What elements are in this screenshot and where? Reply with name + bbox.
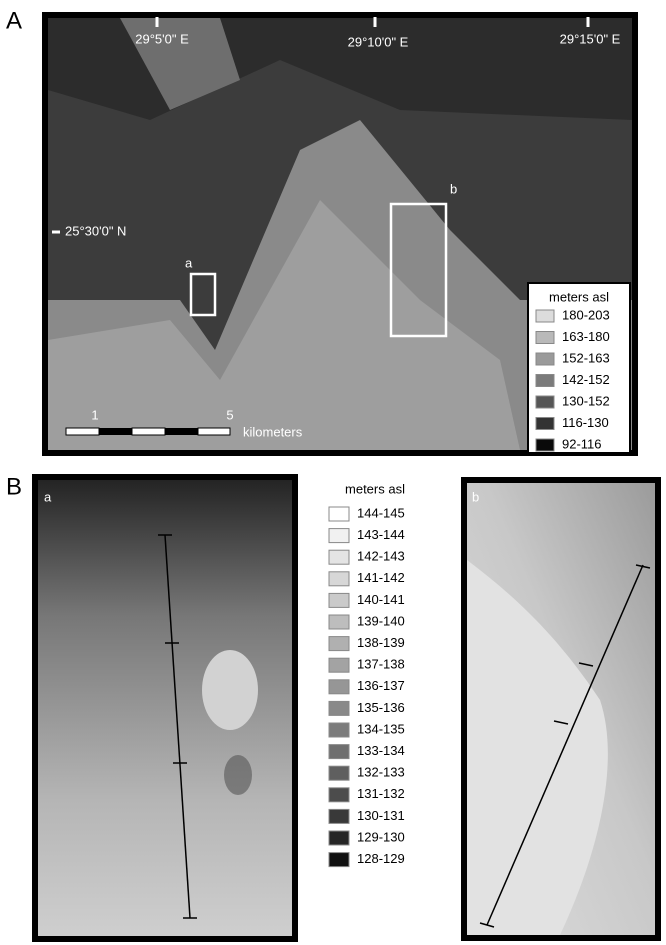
panel-label: B	[6, 473, 22, 500]
legend-label: 135-136	[357, 700, 405, 715]
legend-label: 137-138	[357, 657, 405, 672]
legend-label: 130-152	[562, 393, 610, 408]
scale-label: 1	[91, 407, 98, 422]
legend-label: 134-135	[357, 721, 405, 736]
legend-swatch	[329, 809, 349, 823]
legend-label: 180-203	[562, 307, 610, 322]
body: A 29°5'0" E 29°10'0" E 29°15'0" E 25°30'…	[0, 0, 666, 945]
scale-segment	[99, 428, 132, 435]
legend-swatch	[536, 375, 554, 387]
scale-segment	[198, 428, 230, 435]
contour	[202, 650, 258, 730]
site-label: b	[450, 181, 457, 196]
legend-swatch	[329, 593, 349, 607]
site-label: a	[185, 255, 193, 270]
figure: A 29°5'0" E 29°10'0" E 29°15'0" E 25°30'…	[0, 0, 666, 945]
legend-swatch	[329, 615, 349, 629]
inset-label: b	[472, 489, 479, 504]
legend-swatch	[329, 766, 349, 780]
scale-segment	[132, 428, 165, 435]
legend-label: 116-130	[562, 415, 609, 430]
scale-label: 5	[226, 407, 233, 422]
legend-label: 92-116	[562, 436, 602, 451]
page: {"panel_a": {"label": "A", "longitude_la…	[0, 0, 666, 945]
legend-swatch	[536, 396, 554, 408]
legend-label: 139-140	[357, 613, 405, 628]
legend-label: 138-139	[357, 635, 405, 650]
legend-label: 141-142	[357, 570, 405, 585]
legend-title: meters asl	[345, 481, 405, 496]
legend-swatch	[329, 529, 349, 543]
legend-label: 142-152	[562, 372, 610, 387]
legend-swatch	[329, 853, 349, 867]
inset-label: a	[44, 489, 52, 504]
scale-segment	[66, 428, 99, 435]
legend-label: 152-163	[562, 350, 610, 365]
legend-label: 129-130	[357, 829, 405, 844]
legend-label: 128-129	[357, 851, 405, 866]
legend-label: 130-131	[357, 808, 405, 823]
longitude-label: 29°15'0" E	[560, 31, 621, 46]
legend-label: 142-143	[357, 549, 405, 564]
legend-swatch	[329, 572, 349, 586]
legend-swatch	[536, 418, 554, 430]
scale-unit: kilometers	[243, 424, 303, 439]
legend-label: 131-132	[357, 786, 405, 801]
legend-swatch	[329, 831, 349, 845]
legend-swatch	[329, 658, 349, 672]
legend-swatch	[329, 550, 349, 564]
panel-label: A	[6, 7, 22, 34]
latitude-label: 25°30'0" N	[65, 223, 126, 238]
legend-label: 140-141	[357, 592, 405, 607]
legend-swatch	[329, 680, 349, 694]
legend-label: 132-133	[357, 765, 405, 780]
legend-label: 143-144	[357, 527, 405, 542]
legend-label: 144-145	[357, 505, 405, 520]
legend-title: meters asl	[549, 289, 609, 304]
longitude-label: 29°5'0" E	[135, 31, 189, 46]
legend-swatch	[536, 310, 554, 322]
legend-swatch	[536, 332, 554, 344]
legend-label: 136-137	[357, 678, 405, 693]
legend-swatch	[329, 507, 349, 521]
scale-segment	[165, 428, 198, 435]
legend-label: 133-134	[357, 743, 405, 758]
legend-label: 163-180	[562, 329, 610, 344]
legend-swatch	[329, 637, 349, 651]
contour	[224, 755, 252, 795]
legend-swatch	[329, 723, 349, 737]
longitude-label: 29°10'0" E	[348, 34, 409, 49]
legend-swatch	[536, 439, 554, 451]
legend-swatch	[329, 788, 349, 802]
scale-bar	[66, 428, 230, 435]
legend-swatch	[329, 701, 349, 715]
legend-swatch	[536, 353, 554, 365]
legend: 144-145 143-144 142-143 141-142 140-141 139-1…	[329, 505, 405, 866]
legend-swatch	[329, 745, 349, 759]
